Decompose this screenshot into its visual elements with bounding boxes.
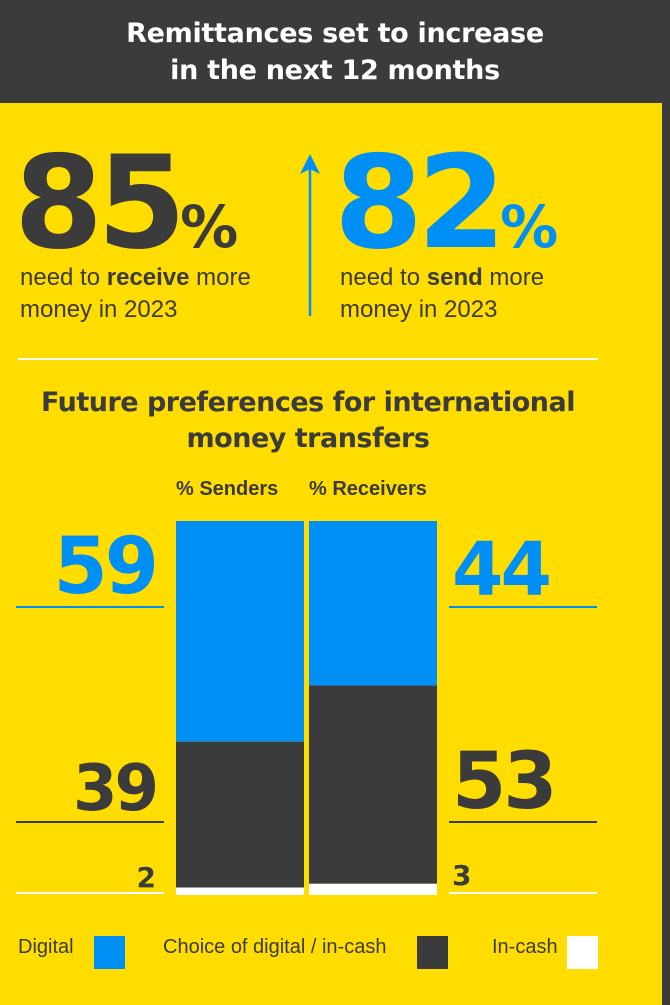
bar-segment-choice-senders [176,741,304,888]
receive-value: 85 [14,129,186,278]
send-caption-bold: send [426,264,483,291]
chart-title-line2: money transfers [186,423,430,454]
receive-caption-pre: need to [20,264,107,291]
send-unit: % [500,193,559,261]
chart-title-line1: Future preferences for international [41,387,576,418]
bar-segment-digital-receivers [309,521,437,686]
chart-title: Future preferences for international mon… [0,385,616,457]
legend-label-choice: Choice of digital / in-cash [163,936,387,958]
data-label-cash-receivers: 3 [452,859,471,892]
legend-swatch-digital [94,936,125,969]
send-caption-line2: money in 2023 [340,296,498,323]
bar-segment-digital-senders [176,521,304,742]
arrow-up-icon [300,154,320,316]
column-header-receivers: % Receivers [309,478,427,500]
bar-segment-choice-receivers [309,685,437,884]
header-banner: Remittances set to increase in the next … [0,0,670,103]
receive-caption-post: more [189,264,251,291]
legend-swatch-choice [417,936,448,969]
receive-caption: need to receive more money in 2023 [20,262,251,326]
data-label-cash-senders: 2 [137,861,156,894]
data-label-choice-receivers: 53 [452,737,555,827]
stacked-bar-chart: 59 39 2 44 53 3 [16,521,597,895]
section-divider [18,358,598,360]
receive-unit: % [180,193,239,261]
header-title-line2: in the next 12 months [170,54,500,86]
send-caption-pre: need to [340,264,427,291]
legend-swatch-cash [567,936,598,969]
column-header-senders: % Senders [176,478,279,500]
bar-segment-cash-senders [176,887,304,895]
bar-segment-cash-receivers [309,883,437,895]
receive-stat: 85% [14,140,238,268]
header-title-line1: Remittances set to increase [126,17,544,49]
legend-label-cash: In-cash [492,936,558,958]
send-caption-post: more [482,264,545,291]
data-label-digital-receivers: 44 [452,527,549,613]
data-label-digital-senders: 59 [53,522,156,612]
receive-caption-line2: money in 2023 [20,296,178,323]
send-value: 82 [334,129,506,278]
send-stat: 82% [334,140,558,268]
receive-caption-bold: receive [106,264,190,291]
legend-label-digital: Digital [18,936,74,958]
data-label-choice-senders: 39 [73,752,156,826]
send-caption: need to send more money in 2023 [340,262,544,326]
right-edge-strip [662,103,670,1005]
